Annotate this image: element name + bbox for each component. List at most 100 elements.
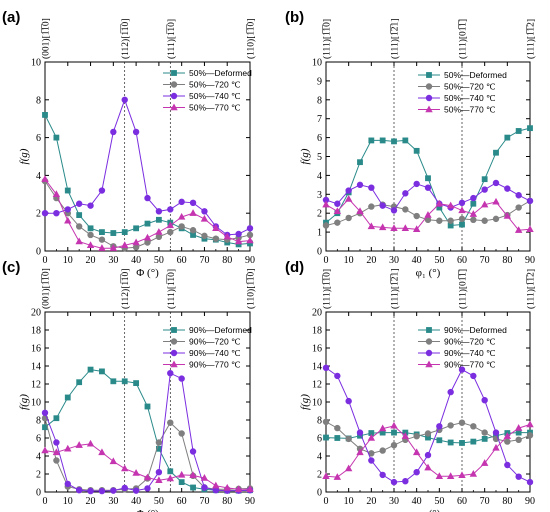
x-tick-label: 80: [502, 255, 512, 266]
data-point: [526, 225, 534, 232]
legend-label: 50%—770 ℃: [189, 103, 241, 113]
data-point: [401, 432, 410, 439]
y-tick-label: 14: [312, 362, 322, 373]
data-point: [190, 484, 196, 491]
y-axis-label: f(g): [18, 394, 30, 410]
orientation-label: (111)[1̅1̅0]: [166, 19, 177, 59]
data-point: [378, 223, 387, 231]
x-tick-label: 30: [389, 255, 399, 266]
x-tick-label: 70: [199, 255, 209, 266]
data-point: [515, 128, 522, 134]
data-point: [470, 372, 477, 380]
x-tick-label: 30: [389, 496, 399, 507]
y-tick-label: 0: [317, 247, 322, 258]
data-point: [436, 437, 443, 444]
x-tick-label: 50: [434, 255, 444, 266]
y-tick-label: 8: [36, 416, 41, 427]
y-tick-label: 4: [36, 171, 41, 182]
orientation-label: (111)[1̅1̅0]: [322, 19, 333, 59]
legend-label: 50%—720 ℃: [444, 82, 496, 92]
orientation-label: (112)[1̅1̅0]: [120, 19, 131, 59]
data-point: [143, 233, 152, 241]
data-point: [514, 226, 523, 233]
data-point: [41, 409, 49, 416]
data-point: [235, 230, 242, 238]
data-point: [144, 485, 151, 492]
data-point: [166, 474, 174, 482]
y-tick-label: 8: [317, 95, 322, 106]
legend-item: 90%—740 ℃: [163, 348, 241, 358]
orientation-label: (111)[01̅1̅]: [458, 269, 469, 309]
series-4: [41, 439, 254, 493]
data-point: [436, 423, 443, 430]
data-point: [333, 473, 342, 480]
y-tick-label: 0: [36, 247, 41, 258]
series-3: [322, 179, 534, 214]
panel-letter: (c): [2, 259, 20, 276]
data-point: [367, 222, 376, 230]
data-point: [86, 241, 95, 249]
legend-item: 90%—Deformed: [163, 325, 252, 335]
legend-marker: [171, 327, 177, 333]
x-tick-label: 70: [480, 496, 490, 507]
legend-label: 90%—770 ℃: [189, 360, 241, 370]
data-point: [178, 375, 185, 382]
data-point: [402, 478, 409, 485]
x-tick-label: 60: [457, 255, 467, 266]
data-point: [446, 201, 455, 209]
data-point: [413, 180, 420, 188]
data-point: [378, 424, 387, 432]
data-point: [121, 229, 128, 235]
legend-marker: [170, 338, 178, 345]
series-line: [44, 372, 251, 492]
data-point: [526, 197, 534, 205]
y-tick-label: 14: [31, 362, 41, 373]
legend-label: 50%—740 ℃: [189, 91, 241, 101]
orientation-label: (112)[1̅1̅0]: [120, 269, 131, 309]
data-point: [121, 378, 128, 385]
data-point: [345, 397, 352, 405]
data-point: [132, 128, 140, 136]
data-point: [212, 224, 220, 232]
data-point: [515, 473, 522, 480]
data-point: [167, 228, 174, 236]
data-point: [356, 181, 364, 189]
orientation-label: (001)[1̅1̅0]: [41, 268, 52, 309]
data-point: [155, 208, 163, 215]
data-point: [75, 200, 83, 207]
series-2: [41, 415, 254, 494]
data-point: [470, 423, 477, 430]
y-tick-label: 10: [312, 58, 322, 69]
data-point: [323, 434, 329, 441]
chart-panel-4: (d) 0 10 20 30 40 50 60 70 80 90 0 2 4 6 8 10 12 14 16 18 20 φ…: [285, 259, 537, 512]
data-point: [344, 195, 353, 202]
data-point: [492, 179, 500, 187]
data-point: [322, 472, 330, 479]
y-tick-label: 10: [31, 58, 41, 69]
data-point: [234, 237, 243, 245]
x-tick-label: 80: [502, 496, 512, 507]
data-point: [166, 221, 174, 229]
legend-marker: [170, 360, 178, 368]
x-tick-label: 60: [457, 496, 467, 507]
data-point: [391, 429, 397, 436]
data-point: [178, 430, 185, 437]
data-point: [425, 175, 431, 182]
data-point: [53, 210, 60, 217]
x-tick-label: 70: [199, 496, 209, 507]
data-point: [109, 457, 118, 465]
data-point: [64, 216, 72, 224]
data-point: [413, 212, 420, 220]
data-point: [98, 187, 106, 194]
legend-item: 50%—740 ℃: [418, 93, 496, 103]
data-point: [368, 457, 375, 464]
y-tick-label: 6: [36, 133, 41, 144]
data-point: [504, 134, 511, 141]
data-point: [435, 199, 444, 207]
x-tick-label: 10: [344, 255, 354, 266]
x-tick-label: 50: [154, 496, 164, 507]
orientation-label: (110)[1̅1̅0]: [246, 269, 257, 309]
data-point: [75, 237, 83, 245]
data-point: [189, 448, 197, 455]
data-point: [458, 366, 466, 373]
